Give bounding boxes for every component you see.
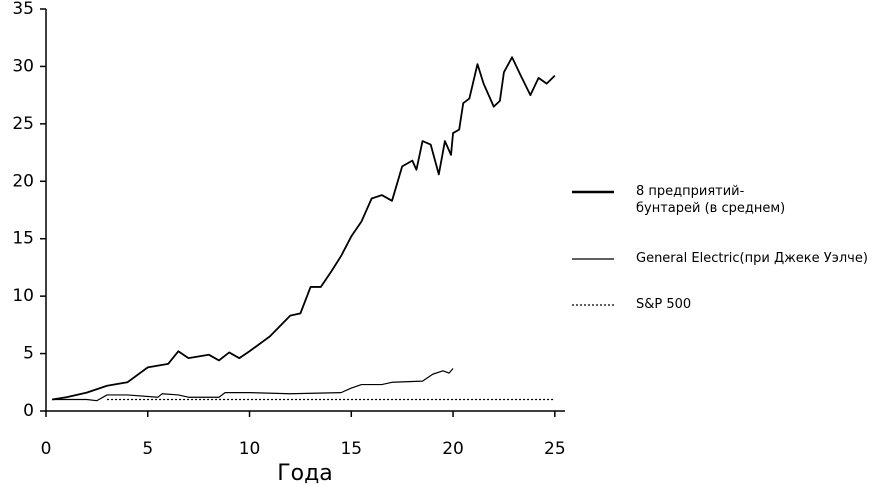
y-tick-label: 20 (12, 171, 34, 191)
x-tick-label: 25 (544, 439, 566, 459)
y-tick-label: 10 (12, 286, 34, 306)
x-tick-label: 20 (442, 439, 464, 459)
x-tick-label: 0 (41, 439, 52, 459)
legend-label: S&P 500 (636, 297, 692, 312)
legend-label: General Electric(при Джеке Уэлче) (636, 251, 868, 266)
series-line (51, 56, 556, 401)
x-tick-label: 10 (239, 439, 261, 459)
y-tick-label: 15 (12, 229, 34, 249)
legend-label: 8 предприятий-бунтарей (в среднем) (636, 184, 786, 216)
y-tick-label: 5 (23, 344, 34, 364)
y-tick-label: 25 (12, 114, 34, 134)
y-tick-label: 35 (12, 0, 34, 19)
y-tick-label: 0 (23, 401, 34, 421)
series-line (52, 368, 454, 402)
x-tick-label: 5 (142, 439, 153, 459)
x-axis-label: Года (277, 461, 333, 486)
y-tick-label: 30 (12, 56, 34, 76)
x-tick-label: 15 (340, 439, 362, 459)
